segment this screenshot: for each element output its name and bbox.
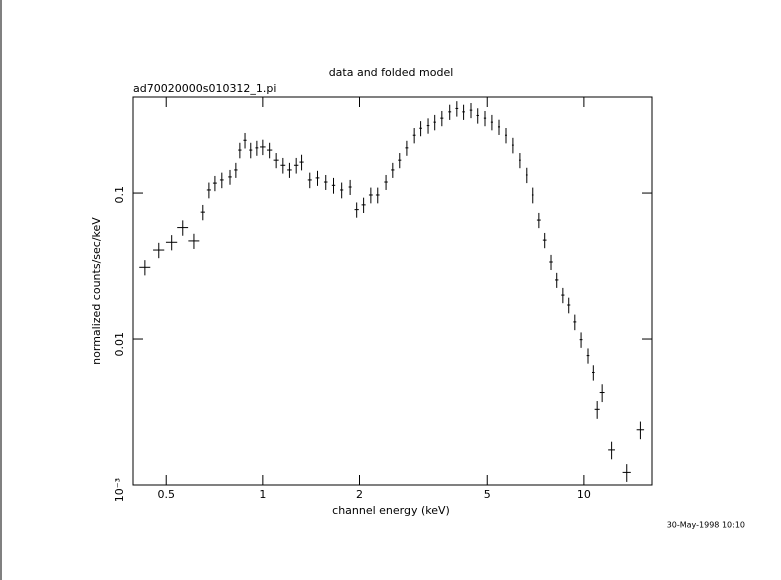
plot-frame <box>132 96 653 486</box>
chart-title: data and folded model <box>329 66 454 79</box>
x-tick-label: 0.5 <box>157 488 175 501</box>
y-tick-label: 0.01 <box>113 332 126 357</box>
x-tick-label: 2 <box>356 488 363 501</box>
x-axis-label: channel energy (keV) <box>332 504 450 517</box>
y-tick-label: 10⁻³ <box>113 478 126 502</box>
y-axis-label: normalized counts/sec/keV <box>90 217 103 365</box>
y-tick-label: 0.1 <box>113 186 126 204</box>
x-tick-label: 1 <box>259 488 266 501</box>
x-tick-label: 10 <box>577 488 591 501</box>
x-tick-label: 5 <box>484 488 491 501</box>
timestamp: 30-May-1998 10:10 <box>667 521 745 530</box>
chart-subtitle: ad70020000s010312_1.pi <box>133 82 276 95</box>
